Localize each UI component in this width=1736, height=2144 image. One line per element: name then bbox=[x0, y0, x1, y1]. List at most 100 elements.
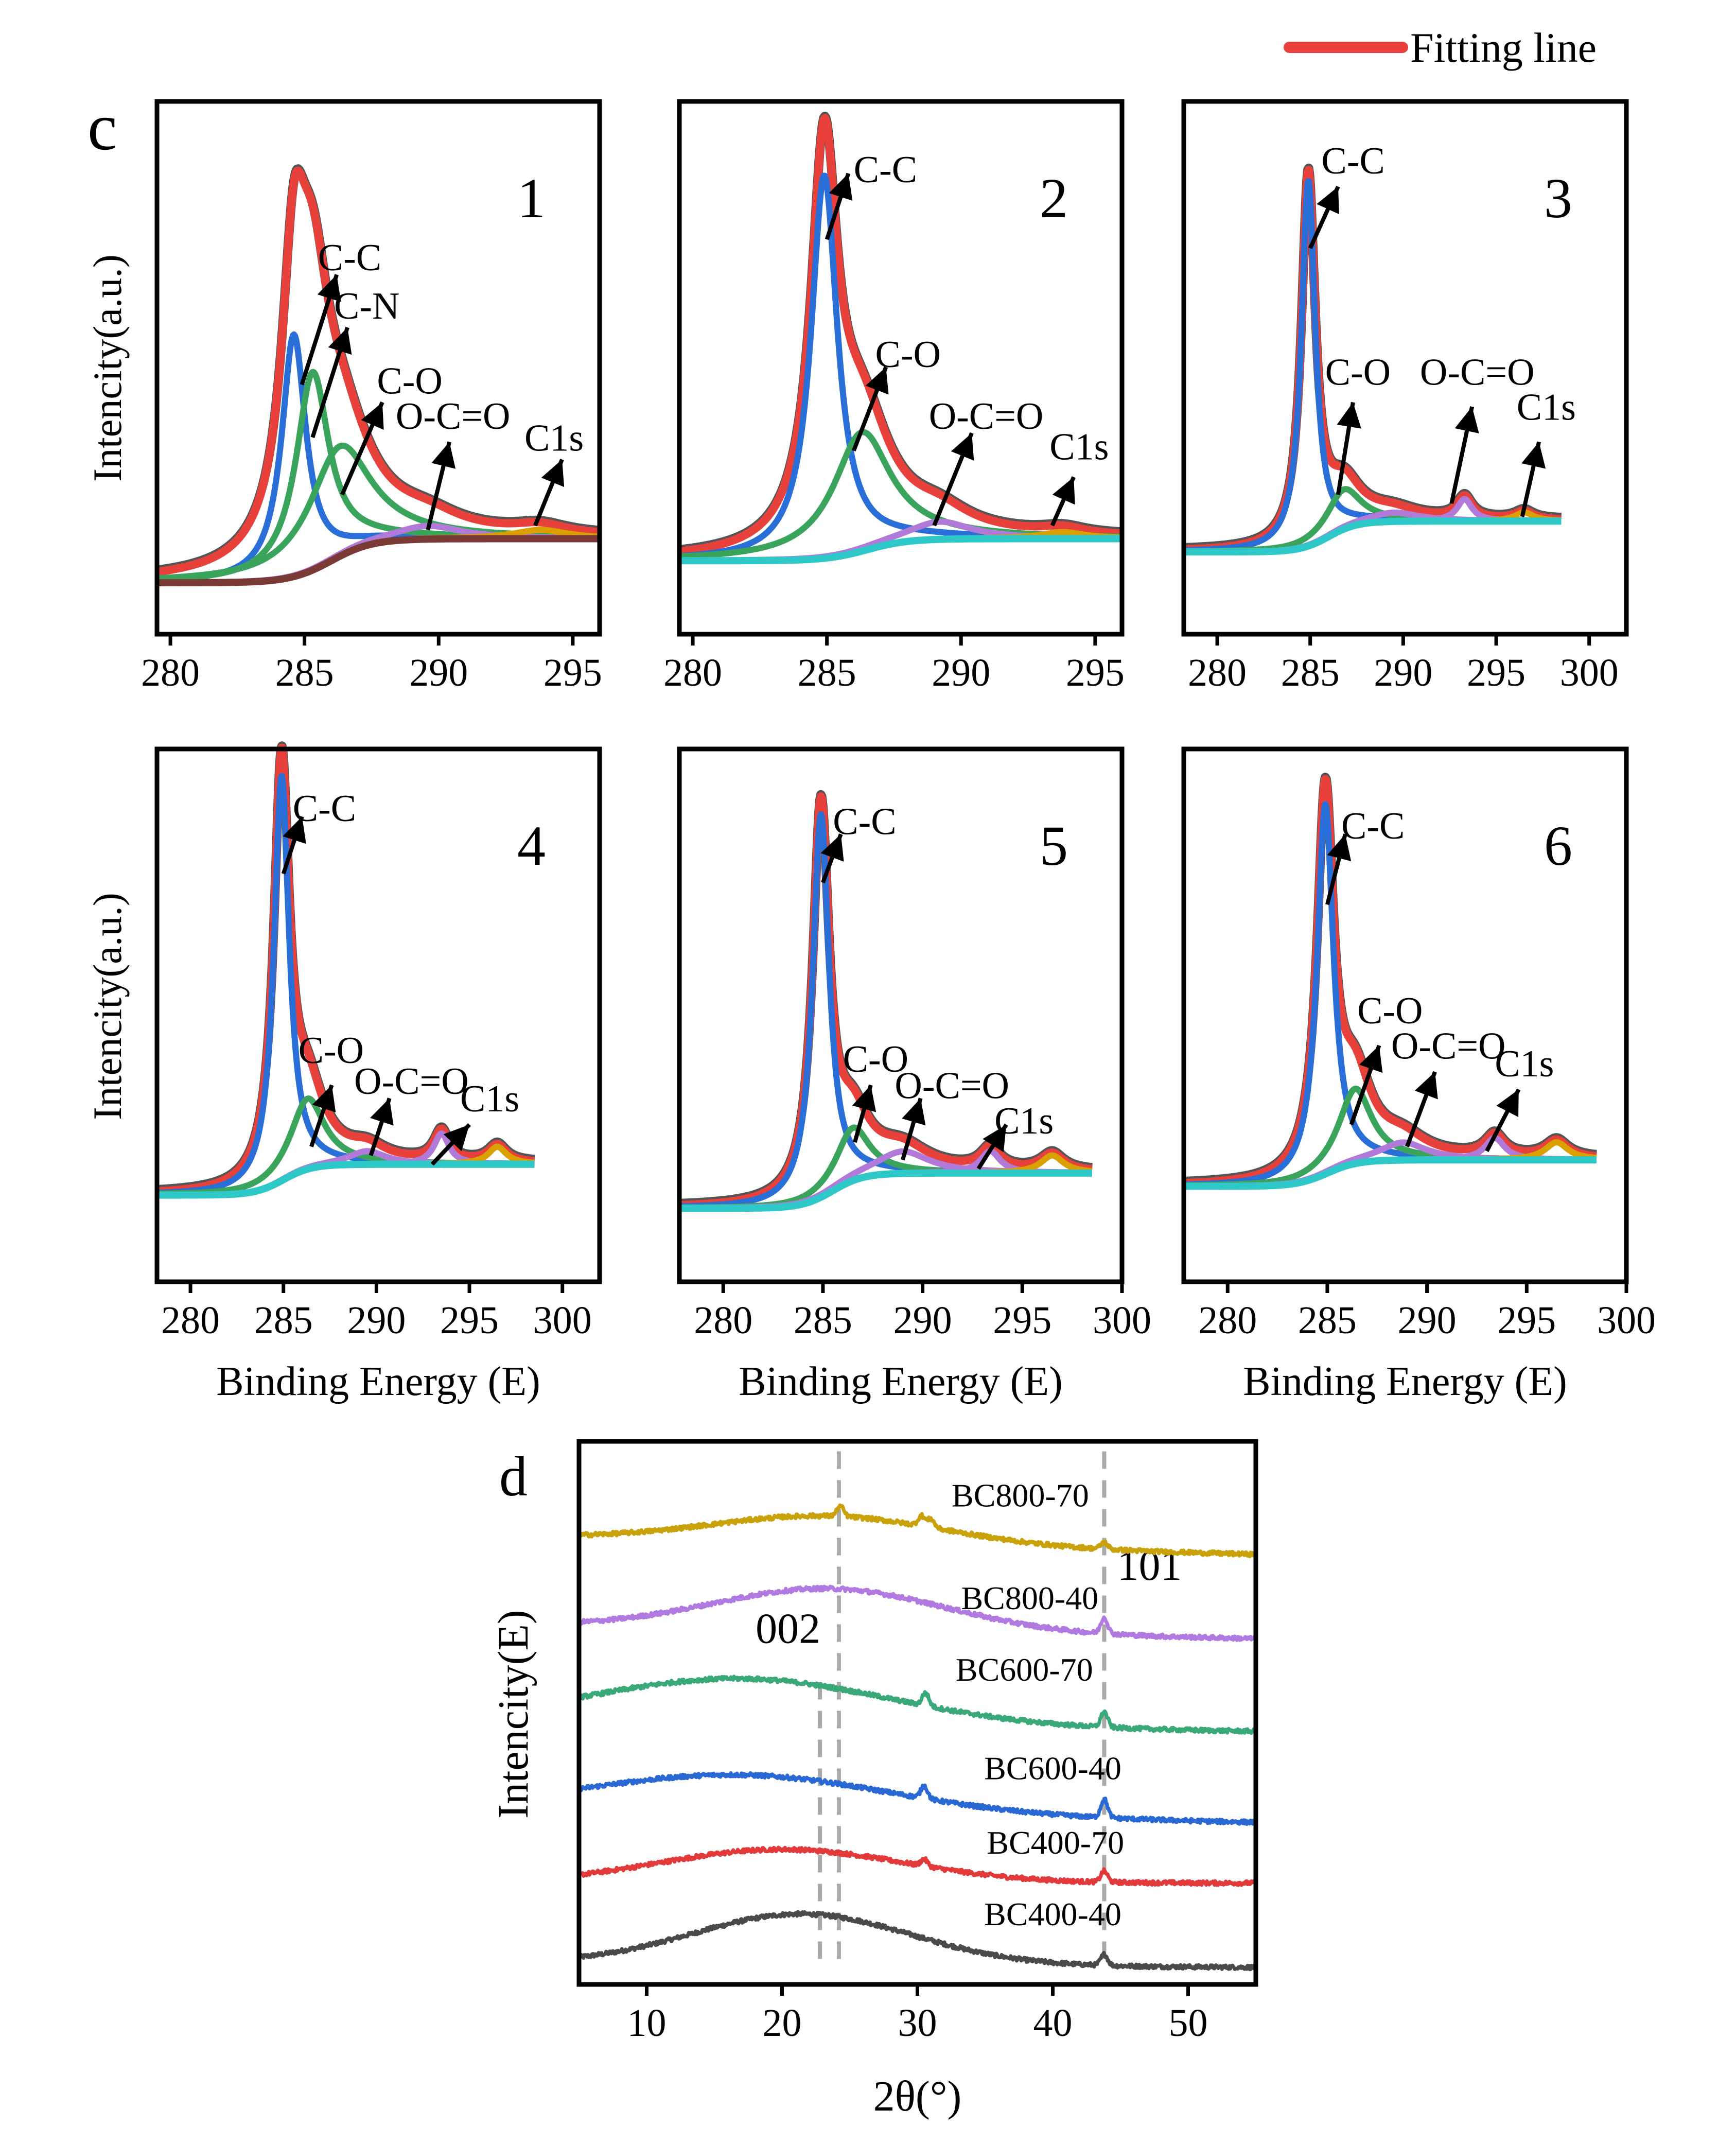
legend: Fitting line bbox=[1284, 24, 1597, 71]
xps-tick-label-5-295: 295 bbox=[993, 1299, 1051, 1342]
xps-tick-label-6-280: 280 bbox=[1198, 1299, 1257, 1342]
xps-arrowhead-4-0 bbox=[283, 816, 306, 844]
xps-panel-number-1: 1 bbox=[517, 167, 546, 230]
xps-arrowhead-6-0 bbox=[1327, 834, 1352, 861]
xps-tick-label-6-295: 295 bbox=[1497, 1299, 1556, 1342]
xps-peak-label-6-2: O-C=O bbox=[1391, 1025, 1506, 1068]
xrd-series-bc400-40 bbox=[577, 1910, 1257, 1972]
xps-frame-4 bbox=[154, 746, 602, 1284]
xps-peak-label-2-3: C1s bbox=[1049, 426, 1109, 468]
xrd-series-label-bc600-70: BC600-70 bbox=[956, 1651, 1093, 1688]
xps-peak-label-5-3: C1s bbox=[994, 1100, 1054, 1142]
xps-arrowhead-5-0 bbox=[820, 834, 844, 862]
xps-frame-5 bbox=[677, 746, 1125, 1284]
xps-peak-label-3-0: C-C bbox=[1321, 140, 1384, 182]
xrd-series-bc600-70 bbox=[577, 1675, 1257, 1735]
xrd-tick-label-50: 50 bbox=[1169, 2001, 1208, 2045]
xps-tick-label-3-280: 280 bbox=[1188, 651, 1247, 694]
xrd-series-bc800-40 bbox=[578, 1584, 1258, 1642]
xps-baseline-3 bbox=[1184, 517, 1562, 556]
xps-peak-label-5-1: C-O bbox=[843, 1038, 908, 1080]
xrd-ylabel: Intencity(E) bbox=[489, 1610, 537, 1819]
xps-peak-label-2-1: C-O bbox=[875, 334, 940, 376]
xps-arrowhead-6-1 bbox=[1359, 1045, 1383, 1073]
xrd-series-bc800-70 bbox=[578, 1503, 1258, 1558]
xps-arrowhead-3-3 bbox=[1521, 442, 1546, 469]
xps-peak-label-6-0: C-C bbox=[1341, 805, 1405, 847]
xps-arrowhead-3-2 bbox=[1454, 407, 1479, 433]
xps-xlabel-5: Binding Energy (E) bbox=[739, 1359, 1063, 1404]
xps-tick-label-5-280: 280 bbox=[694, 1299, 752, 1342]
xps-fitting-line-4 bbox=[153, 743, 538, 1196]
xps-peak-label-1-3: O-C=O bbox=[396, 395, 511, 438]
xps-arrowhead-1-4 bbox=[541, 459, 565, 487]
xps-peak-label-6-1: C-O bbox=[1357, 990, 1423, 1032]
xrd-series-label-bc400-40: BC400-40 bbox=[984, 1896, 1121, 1932]
xps-arrowhead-1-1 bbox=[328, 327, 352, 355]
xps-arrowhead-4-1 bbox=[312, 1085, 336, 1112]
xps-arrowhead-3-1 bbox=[1337, 402, 1361, 429]
xps-tick-label-1-285: 285 bbox=[275, 651, 334, 694]
xps-frame-2 bbox=[677, 99, 1125, 637]
xps-panel-number-6: 6 bbox=[1544, 814, 1572, 877]
xps-peak-label-3-3: C1s bbox=[1517, 387, 1576, 429]
xrd-series-label-bc400-70: BC400-70 bbox=[987, 1824, 1124, 1861]
xps-peak-label-5-2: O-C=O bbox=[895, 1065, 1009, 1107]
xrd-series-label-bc800-40: BC800-40 bbox=[961, 1580, 1098, 1616]
xps-arrowhead-4-3 bbox=[443, 1124, 470, 1152]
xps-arrowhead-2-0 bbox=[829, 173, 853, 201]
xps-tick-label-6-290: 290 bbox=[1398, 1299, 1457, 1342]
xps-panel-number-5: 5 bbox=[1040, 814, 1068, 877]
xrd-series-label-bc600-40: BC600-40 bbox=[984, 1750, 1121, 1787]
xrd-xlabel: 2θ(°) bbox=[873, 2072, 962, 2120]
xps-fitting-line-1 bbox=[154, 166, 603, 576]
xps-tick-label-3-295: 295 bbox=[1467, 651, 1525, 694]
xps-arrowhead-6-3 bbox=[1496, 1089, 1519, 1118]
xps-arrowhead-1-3 bbox=[431, 442, 456, 469]
xrd-tick-label-20: 20 bbox=[763, 2001, 802, 2045]
xps-tick-label-1-295: 295 bbox=[543, 651, 602, 694]
xps-frame-1 bbox=[154, 99, 602, 637]
xrd-series-bc400-70 bbox=[577, 1845, 1258, 1887]
xps-tick-label-2-280: 280 bbox=[663, 651, 722, 694]
xps-arrowhead-1-0 bbox=[317, 274, 341, 302]
xrd-tick-label-10: 10 bbox=[627, 2001, 667, 2045]
xrd-tick-label-30: 30 bbox=[898, 2001, 937, 2045]
xps-xlabel-6: Binding Energy (E) bbox=[1243, 1359, 1567, 1404]
xps-peak-label-1-2: C-O bbox=[377, 360, 442, 402]
xps-tick-label-5-300: 300 bbox=[1093, 1299, 1151, 1342]
panel-letter-d: d bbox=[499, 1445, 528, 1508]
xps-tick-label-3-290: 290 bbox=[1374, 651, 1432, 694]
xps-baseline-5 bbox=[679, 1169, 1092, 1212]
xps-peak-label-4-1: C-O bbox=[299, 1030, 364, 1072]
xps-tick-label-6-285: 285 bbox=[1298, 1299, 1357, 1342]
xps-peak-label-4-3: C1s bbox=[460, 1078, 519, 1120]
panel-c-ylabel-bottom: Intencity(a.u.) bbox=[85, 893, 130, 1120]
xps-panel-1: 280 285 290 295 1 C-C C-N C-OO-C=O C1s bbox=[141, 99, 603, 694]
xps-baseline-4 bbox=[157, 1160, 535, 1199]
xps-tick-label-5-285: 285 bbox=[794, 1299, 852, 1342]
xps-tick-label-3-300: 300 bbox=[1560, 651, 1619, 694]
xps-peak-label-3-2: O-C=O bbox=[1420, 351, 1535, 393]
xps-peak-label-1-4: C1s bbox=[524, 417, 584, 460]
xps-peak-label-5-0: C-C bbox=[833, 801, 896, 843]
xps-panel-number-4: 4 bbox=[517, 814, 546, 877]
xps-tick-label-2-285: 285 bbox=[798, 651, 856, 694]
xps-arrowhead-1-2 bbox=[361, 402, 384, 430]
xps-arrowhead-3-0 bbox=[1317, 186, 1339, 215]
xps-frame-3 bbox=[1181, 99, 1629, 637]
xrd-tick-label-40: 40 bbox=[1033, 2001, 1073, 2045]
xrd-reference-label-002: 002 bbox=[756, 1605, 820, 1653]
xps-tick-label-6-300: 300 bbox=[1597, 1299, 1656, 1342]
xps-arrowhead-2-3 bbox=[1052, 477, 1075, 505]
xps-arrowhead-4-2 bbox=[370, 1098, 394, 1126]
xps-tick-label-3-285: 285 bbox=[1281, 651, 1340, 694]
xps-peak-label-1-1: C-N bbox=[334, 285, 399, 327]
xps-peak-label-3-1: C-O bbox=[1325, 351, 1391, 393]
